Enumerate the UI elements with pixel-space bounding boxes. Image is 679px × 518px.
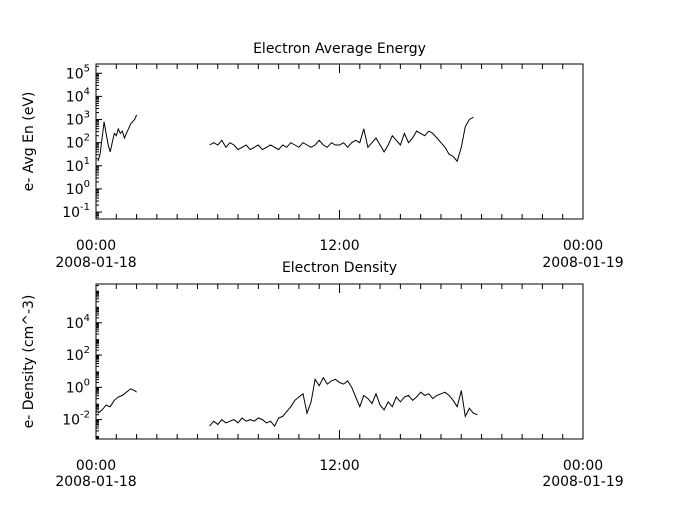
y-tick-exponent: 4	[84, 313, 90, 324]
x-tick-label: 00:00	[563, 458, 603, 474]
y-tick-label: 100	[66, 179, 90, 198]
y-tick-exponent: 1	[84, 156, 90, 167]
y-tick-exponent: 0	[84, 179, 90, 190]
y-tick-label: 101	[66, 156, 90, 175]
y-tick-base: 10	[62, 205, 80, 221]
chart-title: Electron Average Energy	[253, 41, 426, 57]
chart-title: Electron Density	[282, 260, 397, 276]
y-tick-base: 10	[62, 413, 80, 429]
chart-panel-0: Electron Average Energy00:002008-01-1812…	[21, 41, 624, 271]
y-tick-label: 104	[66, 86, 90, 105]
y-tick-exponent: 4	[84, 86, 90, 97]
y-tick-base: 10	[66, 113, 84, 129]
y-tick-base: 10	[66, 66, 84, 82]
x-date-label: 2008-01-18	[55, 474, 136, 490]
y-axis-label: e- Density (cm^-3)	[21, 295, 37, 429]
x-tick-label: 00:00	[76, 238, 116, 254]
y-tick-exponent: 0	[84, 377, 90, 388]
x-tick-label: 12:00	[319, 238, 359, 254]
y-tick-base: 10	[66, 159, 84, 175]
y-tick-exponent: -1	[80, 202, 90, 213]
y-tick-label: 10-2	[62, 410, 90, 429]
y-tick-base: 10	[66, 136, 84, 152]
y-tick-label: 102	[66, 133, 90, 152]
y-tick-base: 10	[66, 348, 84, 364]
y-tick-exponent: 2	[84, 345, 90, 356]
series-line-segment-1	[209, 116, 474, 163]
y-tick-label: 104	[66, 313, 90, 332]
x-date-label: 2008-01-18	[55, 255, 136, 271]
y-tick-exponent: -2	[80, 410, 90, 421]
series-line-segment-1	[209, 376, 478, 428]
x-tick-label: 00:00	[563, 238, 603, 254]
x-date-label: 2008-01-19	[542, 474, 623, 490]
plot-frame	[95, 63, 584, 220]
y-tick-exponent: 5	[84, 63, 90, 74]
y-tick-base: 10	[66, 316, 84, 332]
y-tick-label: 100	[66, 377, 90, 396]
y-axis-label: e- Avg En (eV)	[21, 92, 37, 192]
x-tick-label: 12:00	[319, 458, 359, 474]
y-tick-label: 105	[66, 63, 90, 82]
series-line-segment-0	[97, 388, 137, 414]
y-tick-base: 10	[66, 182, 84, 198]
y-tick-exponent: 2	[84, 133, 90, 144]
y-tick-base: 10	[66, 380, 84, 396]
y-tick-label: 10-1	[62, 202, 90, 221]
y-tick-label: 102	[66, 345, 90, 364]
plot-frame	[95, 283, 584, 440]
y-tick-base: 10	[66, 89, 84, 105]
y-tick-label: 103	[66, 110, 90, 129]
x-tick-label: 00:00	[76, 458, 116, 474]
series-line-segment-0	[97, 114, 138, 162]
y-tick-exponent: 3	[84, 110, 90, 121]
x-date-label: 2008-01-19	[542, 255, 623, 271]
